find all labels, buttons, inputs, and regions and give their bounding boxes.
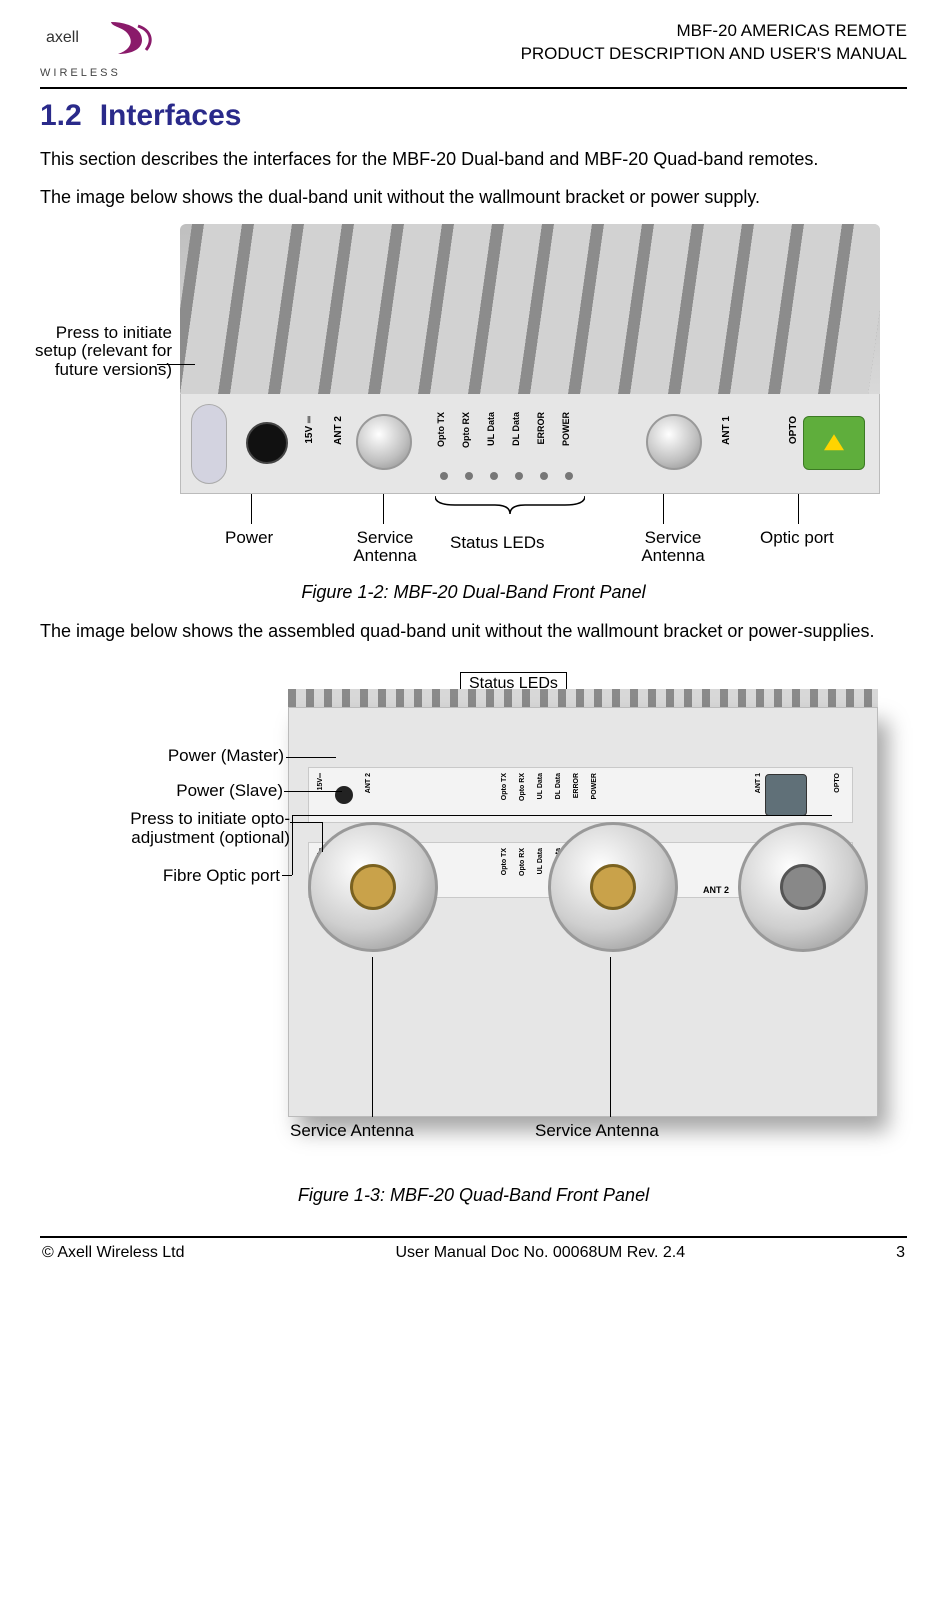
led-label: UL Data — [537, 773, 544, 799]
led-4 — [540, 472, 548, 480]
antenna-connector — [308, 822, 438, 952]
optic-port — [803, 416, 865, 470]
header-rule — [40, 87, 907, 89]
fibre-optic-port — [765, 774, 807, 816]
label-ant2: ANT 2 — [333, 416, 344, 445]
footer-right: 3 — [896, 1244, 905, 1262]
footer-left: © Axell Wireless Ltd — [42, 1244, 185, 1262]
svg-text:axell: axell — [46, 29, 79, 46]
figure-1: 15V ═ ANT 2 Opto TX Opto RX UL Data DL D… — [40, 224, 920, 574]
figure-2-caption: Figure 1-3: MBF-20 Quad-Band Front Panel — [40, 1185, 907, 1206]
led-1 — [465, 472, 473, 480]
figure-1-caption: Figure 1-2: MBF-20 Dual-Band Front Panel — [40, 582, 907, 603]
page-footer: © Axell Wireless Ltd User Manual Doc No.… — [40, 1244, 907, 1262]
heatsink-fins — [180, 224, 880, 394]
doc-title-line2: PRODUCT DESCRIPTION AND USER'S MANUAL — [521, 43, 907, 66]
label-15v: 15V ═ — [304, 416, 315, 444]
label-15v: 15V═ — [317, 773, 324, 790]
paragraph-3: The image below shows the assembled quad… — [40, 619, 907, 643]
led-label: Opto TX — [501, 773, 508, 800]
leader-line — [798, 494, 799, 524]
annotation-press-opto: Press to initiate opto-adjustment (optio… — [130, 810, 290, 847]
annotation-optic-port: Optic port — [760, 529, 834, 548]
annotation-power-slave: Power (Slave) — [153, 782, 283, 801]
section-title: Interfaces — [100, 99, 242, 132]
leader-line — [282, 875, 292, 876]
leader-line — [284, 791, 342, 792]
led-label: UL Data — [537, 848, 544, 874]
section-heading: 1.2 Interfaces — [40, 99, 907, 133]
annotation-status-leds: Status LEDs — [450, 534, 545, 553]
leader-line — [157, 364, 195, 365]
label-ant1: ANT 1 — [755, 773, 762, 793]
annotation-service-antenna-2: Service Antenna — [628, 529, 718, 566]
leader-line — [286, 757, 336, 758]
annotation-service-antenna-2: Service Antenna — [535, 1122, 659, 1141]
annotation-press: Press to initiate setup (relevant for fu… — [12, 324, 172, 380]
leader-line — [383, 494, 384, 524]
logo: axell WIRELESS — [40, 20, 156, 79]
led-2 — [490, 472, 498, 480]
led-3 — [515, 472, 523, 480]
annotation-power: Power — [225, 529, 273, 548]
annotation-service-antenna-1: Service Antenna — [290, 1122, 414, 1141]
antenna-connector — [548, 822, 678, 952]
paragraph-1: This section describes the interfaces fo… — [40, 147, 907, 171]
power-connector — [246, 422, 288, 464]
led-label-0: Opto TX — [436, 412, 446, 447]
front-panel: 15V ═ ANT 2 Opto TX Opto RX UL Data DL D… — [180, 394, 880, 494]
annotation-fibre-optic: Fibre Optic port — [140, 867, 280, 886]
led-label: Opto RX — [519, 848, 526, 876]
antenna-connector-2 — [356, 414, 412, 470]
logo-subtext: WIRELESS — [40, 67, 156, 79]
footer-center: User Manual Doc No. 00068UM Rev. 2.4 — [395, 1244, 685, 1262]
label-ant2: ANT 2 — [365, 773, 372, 793]
leader-line — [610, 957, 611, 1117]
setup-button — [191, 404, 227, 484]
label-ant2h: ANT 2 — [703, 885, 729, 895]
led-block: Opto TX Opto RX UL Data DL Data ERROR PO… — [436, 404, 636, 484]
leader-line — [290, 822, 322, 823]
annotation-power-master: Power (Master) — [144, 747, 284, 766]
antenna-connector-1 — [646, 414, 702, 470]
doc-title-line1: MBF-20 AMERICAS REMOTE — [521, 20, 907, 43]
device-dualband: 15V ═ ANT 2 Opto TX Opto RX UL Data DL D… — [180, 224, 880, 504]
heatsink-fins — [288, 689, 878, 707]
device-quadband: 15V═ ANT 2 Opto TX Opto RX UL Data DL Da… — [288, 707, 878, 1117]
led-label-4: ERROR — [536, 412, 546, 445]
footer-rule — [40, 1236, 907, 1238]
paragraph-2: The image below shows the dual-band unit… — [40, 185, 907, 209]
led-label: Opto RX — [519, 773, 526, 801]
led-label-5: POWER — [561, 412, 571, 446]
led-label: DL Data — [555, 773, 562, 799]
logo-swoosh-icon: axell — [46, 20, 156, 62]
led-label-3: DL Data — [511, 412, 521, 446]
leader-line — [251, 494, 252, 524]
led-label: POWER — [591, 773, 598, 799]
leader-line — [372, 957, 373, 1117]
section-number: 1.2 — [40, 99, 82, 132]
label-opto: OPTO — [788, 416, 799, 444]
side-connector — [738, 822, 868, 952]
leader-line — [322, 822, 323, 852]
led-0 — [440, 472, 448, 480]
doc-title: MBF-20 AMERICAS REMOTE PRODUCT DESCRIPTI… — [521, 20, 907, 66]
figure-2: Status LEDs 15V═ ANT 2 Opto TX Opto RX U… — [40, 657, 920, 1177]
brace-icon — [435, 496, 585, 514]
label-opto: OPTO — [834, 773, 841, 793]
annotation-service-antenna-1: Service Antenna — [340, 529, 430, 566]
leader-line — [663, 494, 664, 524]
page-header: axell WIRELESS MBF-20 AMERICAS REMOTE PR… — [40, 20, 907, 79]
led-label: ERROR — [573, 773, 580, 798]
led-label-2: UL Data — [486, 412, 496, 446]
led-label: Opto TX — [501, 848, 508, 875]
leader-line — [292, 815, 832, 816]
label-ant1: ANT 1 — [721, 416, 732, 445]
leader-line — [292, 815, 293, 875]
led-label-1: Opto RX — [461, 412, 471, 448]
led-5 — [565, 472, 573, 480]
power-master-port — [335, 786, 353, 804]
